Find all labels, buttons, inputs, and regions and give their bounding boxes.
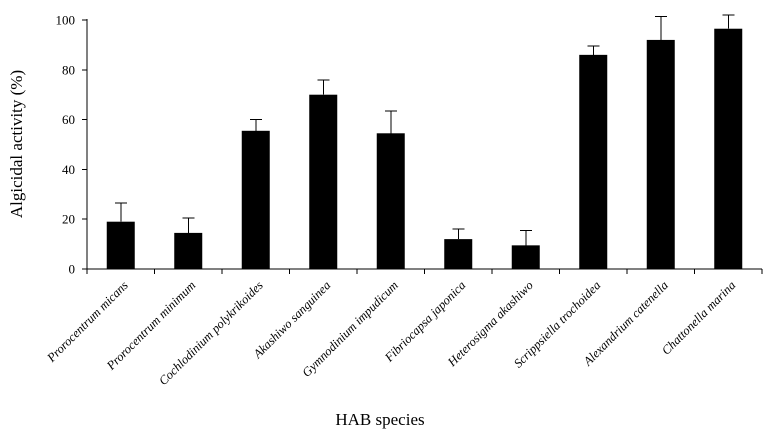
y-tick-label: 0 (69, 262, 76, 277)
x-tick-label: Chattonella marina (659, 278, 738, 357)
y-tick-label: 60 (62, 112, 75, 127)
bar (714, 28, 743, 270)
bar (174, 232, 203, 269)
bar (376, 133, 405, 269)
y-tick-label: 80 (62, 62, 75, 77)
bar (444, 239, 473, 269)
bar (579, 54, 608, 269)
x-axis-title: HAB species (335, 410, 424, 429)
bar (241, 130, 270, 269)
y-tick-label: 20 (62, 212, 75, 227)
y-axis-title: Algicidal activity (%) (7, 70, 26, 218)
bar (511, 245, 540, 269)
y-tick-label: 100 (56, 13, 76, 28)
bar (106, 221, 135, 269)
error-bars (114, 14, 735, 246)
bar (646, 39, 675, 269)
bar (309, 94, 338, 269)
y-tick-label: 40 (62, 162, 75, 177)
bars (106, 28, 743, 270)
